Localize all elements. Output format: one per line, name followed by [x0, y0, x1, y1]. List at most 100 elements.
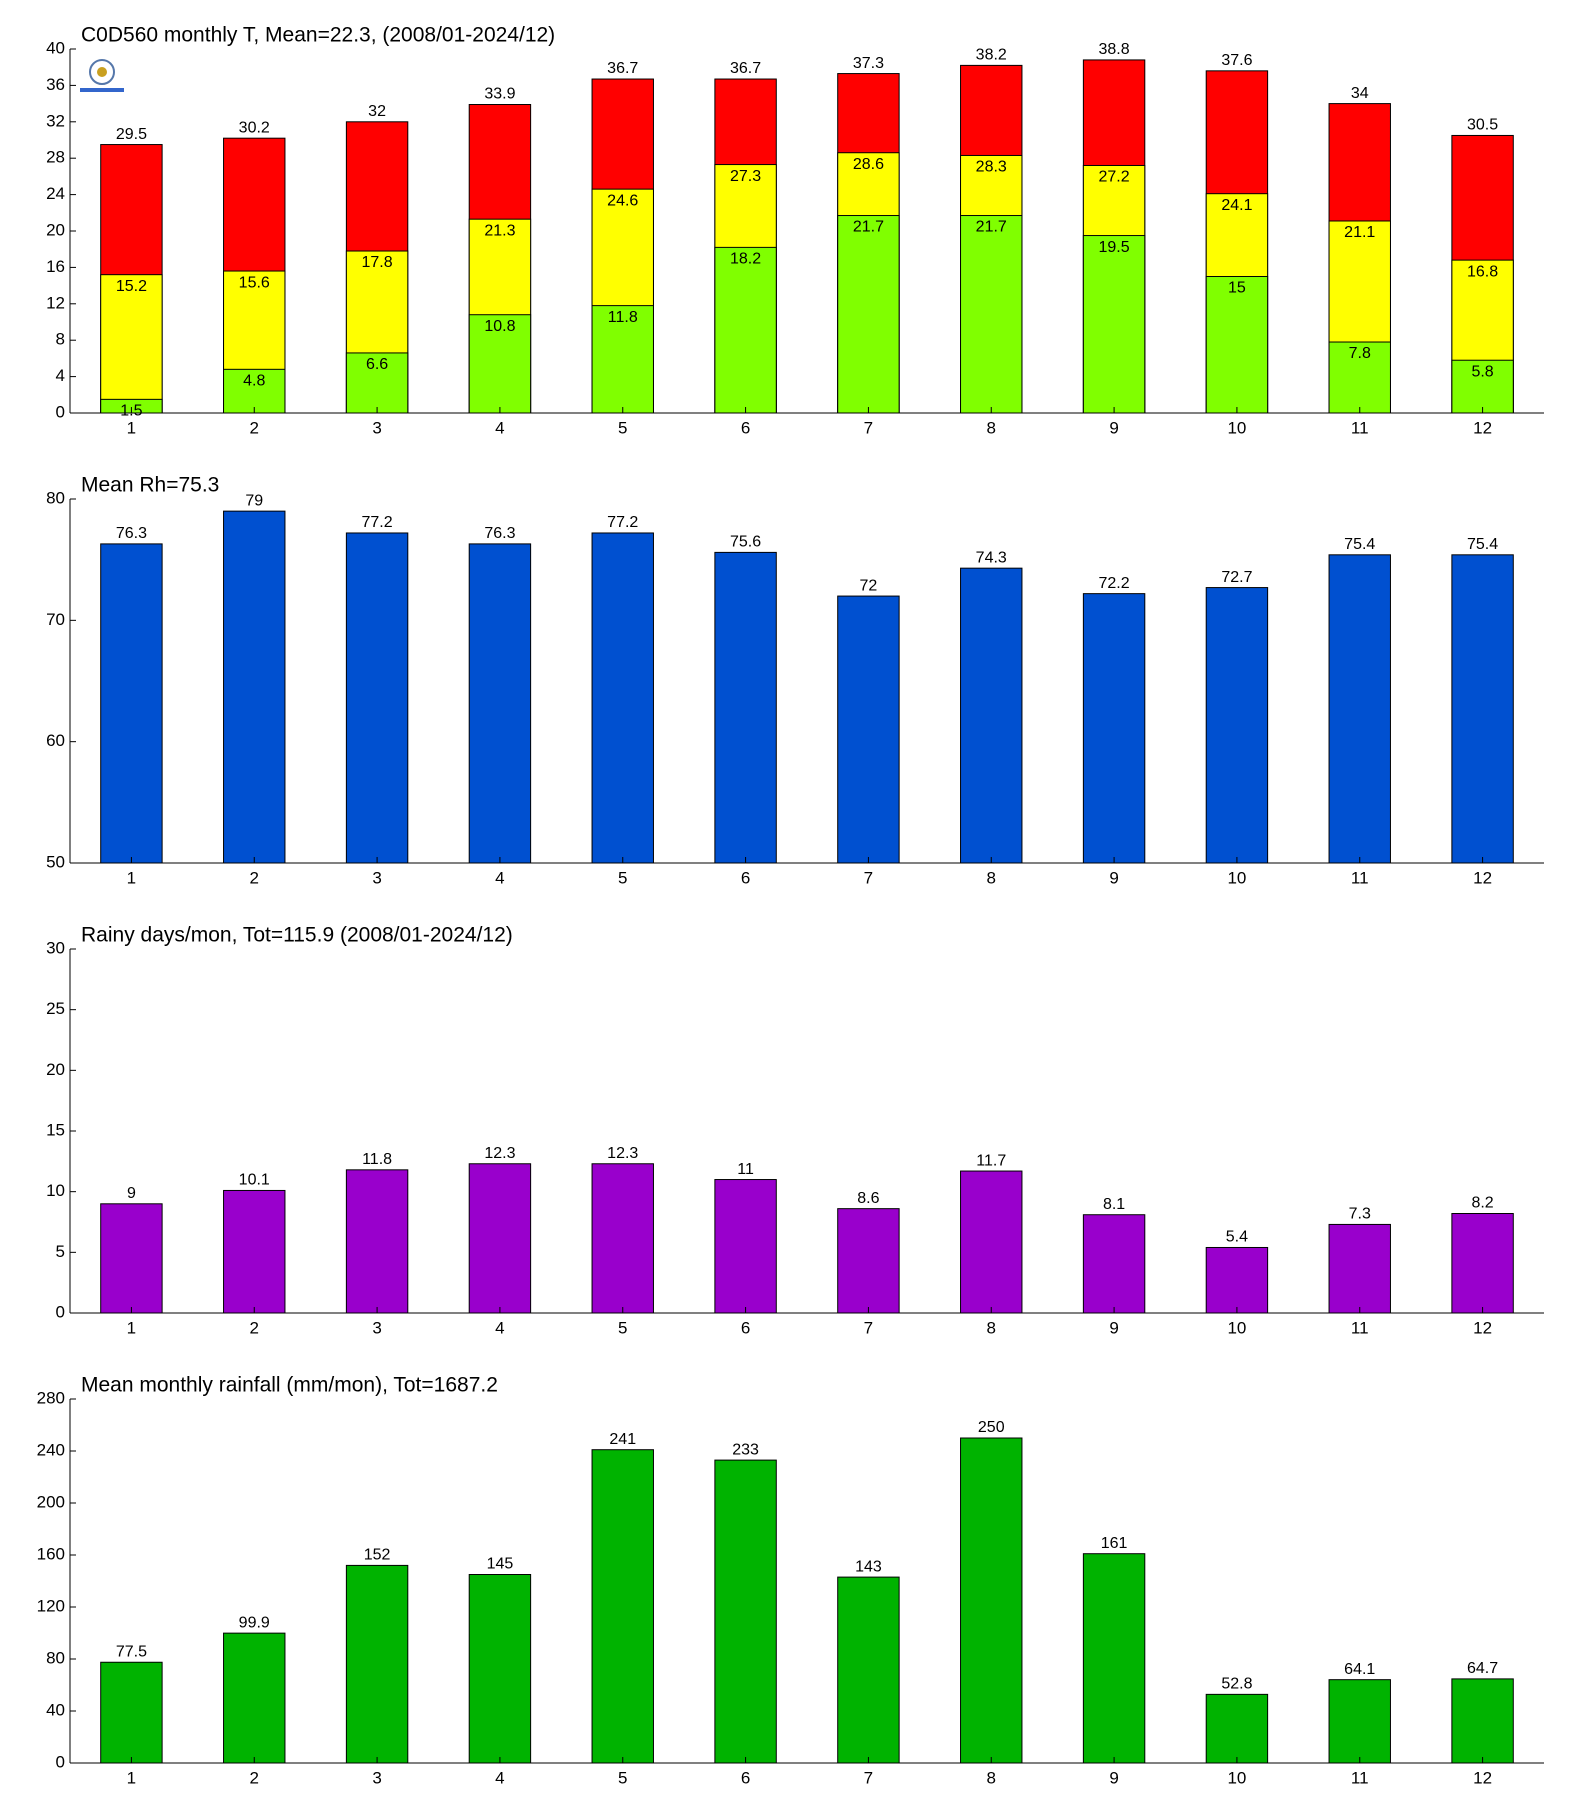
x-tick-label: 2	[250, 1318, 259, 1337]
bar	[837, 215, 900, 414]
value-label: 77.2	[607, 514, 638, 531]
bar	[960, 1437, 1023, 1764]
x-tick-label: 12	[1473, 868, 1492, 887]
bar	[714, 551, 777, 864]
y-tick-label: 80	[46, 488, 65, 507]
value-label: 5.4	[1226, 1229, 1248, 1246]
y-tick-label: 25	[46, 999, 65, 1018]
value-label: 241	[609, 1431, 636, 1448]
bar	[468, 1574, 532, 1764]
y-tick-label: 5	[56, 1242, 65, 1261]
bar	[345, 1169, 409, 1314]
bar	[960, 567, 1023, 864]
value-label: 30.5	[1467, 117, 1498, 134]
value-label: 8.1	[1103, 1196, 1125, 1213]
bar	[591, 532, 654, 864]
value-label: 27.2	[1099, 169, 1130, 186]
x-tick-label: 12	[1473, 1318, 1492, 1337]
chart-title: C0D560 monthly T, Mean=22.3, (2008/01-20…	[81, 24, 555, 47]
bar	[223, 510, 286, 864]
value-label: 7.8	[1349, 345, 1371, 362]
value-label: 76.3	[484, 525, 515, 542]
value-label: 10.1	[239, 1172, 270, 1189]
x-tick-label: 9	[1109, 418, 1118, 437]
y-tick-label: 240	[37, 1440, 65, 1459]
x-tick-label: 7	[864, 1318, 873, 1337]
value-label: 12.3	[607, 1145, 638, 1162]
value-label: 38.8	[1099, 41, 1130, 58]
value-label: 16.8	[1467, 263, 1498, 280]
x-tick-label: 10	[1227, 1318, 1246, 1337]
bar	[1451, 1213, 1514, 1314]
value-label: 21.3	[484, 222, 515, 239]
value-label: 29.5	[116, 126, 147, 143]
x-tick-label: 4	[495, 418, 504, 437]
logo-bar	[80, 88, 124, 92]
bar	[468, 314, 532, 414]
x-tick-label: 5	[618, 868, 627, 887]
x-tick-label: 5	[618, 1768, 627, 1787]
value-label: 4.8	[243, 373, 265, 390]
y-tick-label: 40	[46, 1700, 65, 1719]
bar	[1082, 1553, 1146, 1764]
value-label: 9	[127, 1185, 136, 1202]
y-tick-label: 200	[37, 1492, 65, 1511]
x-tick-label: 11	[1351, 868, 1369, 887]
x-tick-label: 4	[495, 1768, 504, 1787]
value-label: 36.7	[607, 60, 638, 77]
value-label: 72	[860, 577, 878, 594]
bar	[468, 1163, 532, 1314]
y-tick-label: 8	[56, 330, 65, 349]
bar	[100, 543, 163, 864]
value-label: 75.4	[1467, 536, 1498, 553]
x-tick-label: 1	[127, 1318, 136, 1337]
bar	[1328, 341, 1391, 414]
bar	[1205, 276, 1269, 414]
value-label: 24.6	[607, 192, 638, 209]
value-label: 8.6	[857, 1190, 879, 1207]
y-tick-label: 36	[46, 75, 65, 94]
value-label: 77.2	[362, 514, 393, 531]
value-label: 19.5	[1099, 239, 1130, 256]
y-tick-label: 28	[46, 148, 65, 167]
value-label: 75.6	[730, 534, 761, 551]
y-tick-label: 50	[46, 852, 65, 871]
logo-core	[97, 67, 107, 77]
bar	[714, 1179, 777, 1314]
x-tick-label: 2	[250, 418, 259, 437]
chart-title: Mean Rh=75.3	[81, 474, 219, 497]
value-label: 15.6	[239, 274, 270, 291]
x-tick-label: 8	[987, 868, 996, 887]
value-label: 161	[1101, 1535, 1128, 1552]
x-tick-label: 11	[1351, 1768, 1369, 1787]
x-tick-label: 7	[864, 1768, 873, 1787]
value-label: 99.9	[239, 1614, 270, 1631]
value-label: 11.8	[362, 1151, 392, 1168]
x-tick-label: 10	[1227, 868, 1246, 887]
value-label: 74.3	[976, 549, 1007, 566]
y-tick-label: 0	[56, 1752, 65, 1771]
bar	[837, 595, 900, 864]
value-label: 152	[364, 1547, 391, 1564]
value-label: 72.7	[1221, 569, 1252, 586]
bar	[591, 1449, 654, 1764]
y-tick-label: 16	[46, 257, 65, 276]
value-label: 12.3	[484, 1145, 515, 1162]
x-tick-label: 11	[1351, 418, 1369, 437]
value-label: 145	[487, 1556, 514, 1573]
bar	[100, 274, 163, 414]
value-label: 11.8	[608, 309, 638, 326]
x-tick-label: 6	[741, 1318, 750, 1337]
y-tick-label: 0	[56, 1302, 65, 1321]
x-tick-label: 4	[495, 1318, 504, 1337]
bar	[223, 1189, 286, 1314]
bar	[1451, 359, 1514, 414]
y-tick-label: 10	[46, 1181, 65, 1200]
value-label: 30.2	[239, 119, 270, 136]
value-label: 250	[978, 1419, 1005, 1436]
x-tick-label: 3	[372, 418, 381, 437]
value-label: 24.1	[1221, 197, 1252, 214]
bar	[1205, 587, 1269, 864]
y-tick-label: 24	[46, 184, 65, 203]
